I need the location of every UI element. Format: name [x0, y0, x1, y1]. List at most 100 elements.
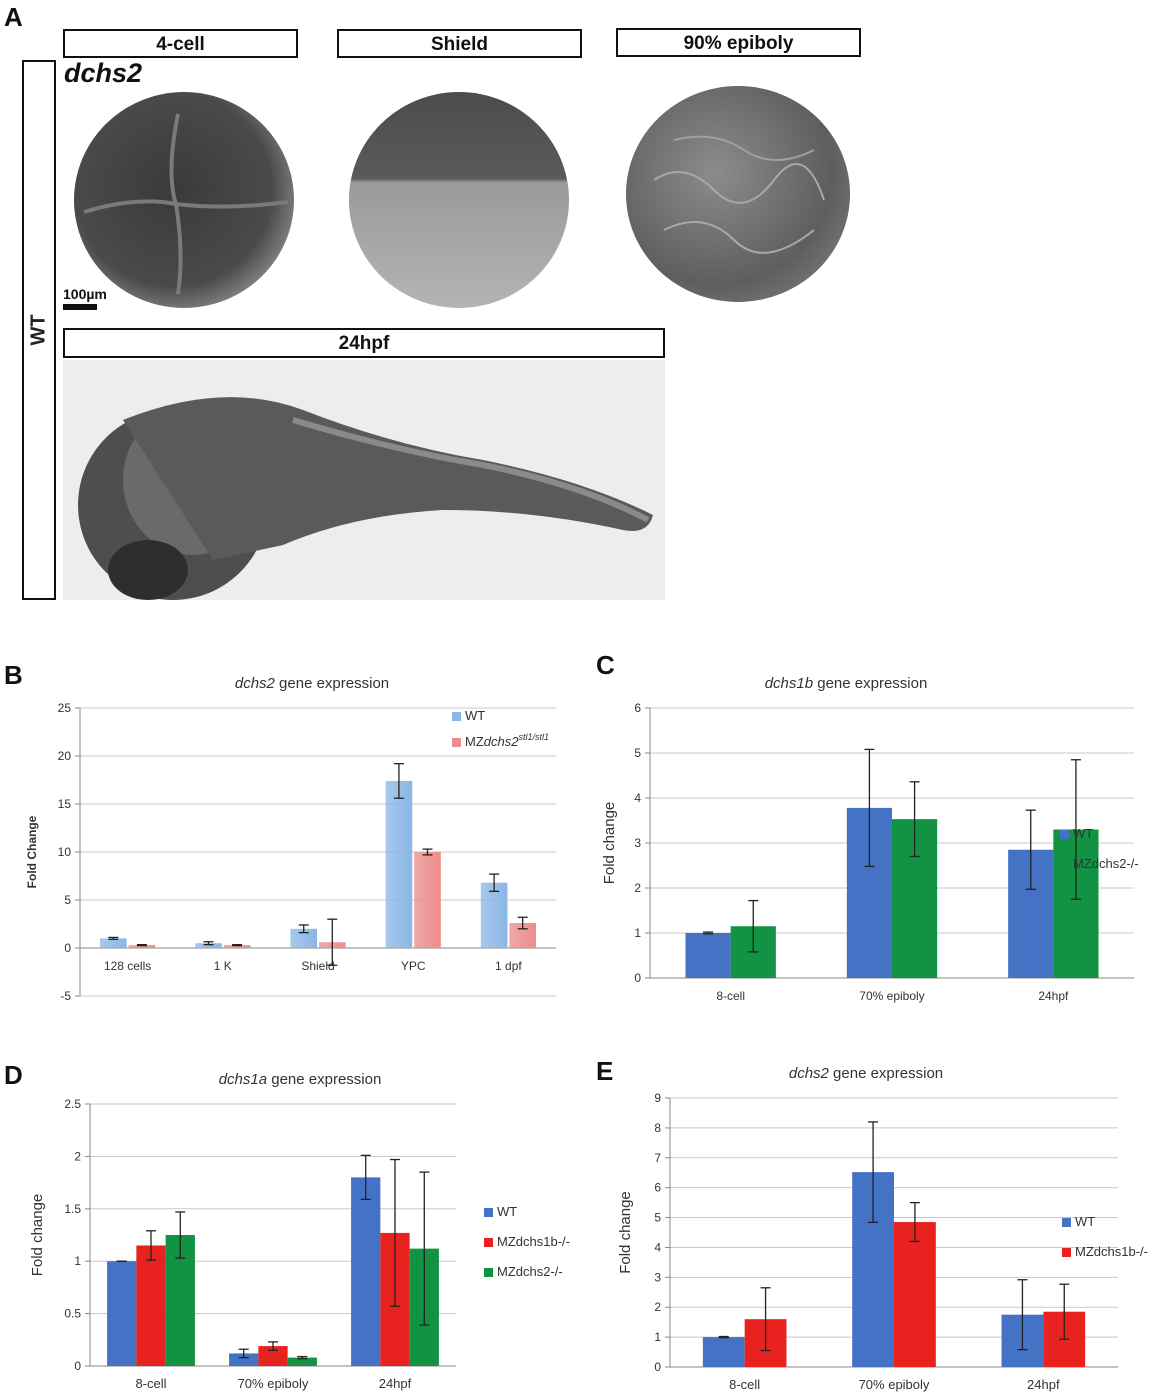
chart-c-dchs1b-expression: dchs1b gene expression 0 1 2 3 4 5 6 Fold change… [601, 675, 1139, 1003]
x-category-label: 24hpf [1038, 989, 1069, 1003]
legend-swatch [1062, 1218, 1071, 1227]
legend-label: WT [465, 708, 485, 723]
chart-d-title: dchs1a gene expression [219, 1071, 382, 1088]
stage-label-90-epiboly: 90% epiboly [616, 28, 861, 57]
y-tick-label: -5 [60, 989, 71, 1003]
panel-letter-e: E [596, 1056, 614, 1086]
x-category-label: 70% epiboly [859, 989, 924, 1003]
y-tick-label: 5 [634, 746, 641, 760]
scale-bar-label: 100µm [63, 286, 107, 302]
bar-mzdchs2- [287, 1357, 317, 1366]
panel-letter-d: D [4, 1060, 23, 1090]
y-tick-label: 1.5 [64, 1202, 81, 1216]
wt-side-label: WT [27, 314, 50, 346]
chart-title-rest: gene expression [813, 675, 927, 692]
y-axis-label: Fold change [29, 1194, 46, 1277]
chart-title-gene: dchs1a [219, 1071, 267, 1088]
panel-letter-c: C [596, 650, 615, 680]
embryo-24hpf-image [63, 360, 665, 600]
y-tick-label: 1 [654, 1330, 661, 1344]
stage-label-24hpf: 24hpf [63, 328, 665, 358]
x-category-label: 8-cell [716, 989, 745, 1003]
y-tick-label: 2 [74, 1149, 81, 1163]
x-category-label: 128 cells [104, 959, 151, 973]
y-tick-label: 0 [74, 1359, 81, 1373]
y-tick-label: 5 [654, 1211, 661, 1225]
chart-b-title: dchs2 gene expression [235, 675, 389, 692]
legend-label: MZdchs2-/- [1073, 856, 1139, 871]
legend-label: WT [497, 1204, 517, 1219]
x-category-label: 1 K [214, 959, 232, 973]
bar-mzdchs2 [223, 945, 251, 948]
y-tick-label: 0 [64, 941, 71, 955]
x-category-label: 1 dpf [495, 959, 522, 973]
embryo-4-cell-image [74, 92, 294, 308]
x-category-label: 70% epiboly [238, 1376, 309, 1391]
bar-wt [107, 1261, 137, 1366]
chart-title-gene: dchs1b [765, 675, 813, 692]
y-axis-label: Fold change [617, 1191, 634, 1274]
y-tick-label: 1 [634, 926, 641, 940]
chart-title-gene: dchs2 [789, 1065, 830, 1082]
gene-label-dchs2: dchs2 [64, 58, 143, 88]
y-tick-label: 0 [634, 971, 641, 985]
legend-label: WT [1075, 1214, 1095, 1229]
chart-title-rest: gene expression [275, 675, 389, 692]
y-tick-label: 2 [634, 881, 641, 895]
legend-swatch [484, 1268, 493, 1277]
legend-label: MZdchs1b-/- [1075, 1244, 1148, 1259]
y-tick-label: 7 [654, 1151, 661, 1165]
stage-label-shield: Shield [337, 29, 582, 58]
panel-letter-b: B [4, 660, 23, 690]
chart-c-title: dchs1b gene expression [765, 675, 928, 692]
legend-label: MZdchs2stl1/stl1 [465, 732, 549, 749]
chart-e-dchs2-expression: dchs2 gene expression 0 1 2 3 4 5 6 7 8 9 Fold chan… [617, 1065, 1148, 1392]
y-tick-label: 0.5 [64, 1307, 81, 1321]
y-tick-label: 6 [654, 1181, 661, 1195]
chart-title-rest: gene expression [267, 1071, 381, 1088]
bar-wt [99, 938, 127, 948]
bar-wt [351, 1177, 381, 1366]
y-tick-label: 2.5 [64, 1097, 81, 1111]
y-tick-label: 0 [654, 1360, 661, 1374]
x-category-label: YPC [401, 959, 426, 973]
legend-label-superscript: stl1/stl1 [518, 732, 549, 742]
chart-title-rest: gene expression [829, 1065, 943, 1082]
y-axis-label: Fold change [601, 802, 618, 885]
embryo-90-epiboly-image [626, 86, 850, 302]
bar-mzdchs2 [414, 852, 441, 948]
wt-side-label-box: WT [22, 60, 56, 600]
legend-swatch [452, 712, 461, 721]
y-tick-label: 15 [58, 797, 72, 811]
x-category-label: 8-cell [135, 1376, 166, 1391]
y-tick-label: 2 [654, 1300, 661, 1314]
y-tick-label: 5 [64, 893, 71, 907]
y-tick-label: 25 [58, 701, 72, 715]
x-category-label: 70% epiboly [859, 1377, 930, 1392]
bar-wt [385, 780, 413, 948]
legend-swatch [484, 1238, 493, 1247]
x-category-label: Shield [301, 959, 334, 973]
scale-bar [63, 304, 97, 310]
chart-e-title: dchs2 gene expression [789, 1065, 943, 1082]
bar-wt [702, 1337, 745, 1367]
y-tick-label: 4 [634, 791, 641, 805]
legend-label: MZdchs2-/- [497, 1264, 563, 1279]
embryo-shield-image [349, 92, 569, 308]
chart-b-dchs2-expression: dchs2 gene expression -5 0 5 10 15 20 25 Fold Ch… [25, 675, 556, 1003]
legend-swatch [1060, 830, 1069, 839]
x-category-label: 8-cell [729, 1377, 760, 1392]
y-axis-label: Fold Change [25, 815, 39, 888]
x-category-label: 24hpf [379, 1376, 412, 1391]
panel-letter-a: A [4, 2, 23, 32]
legend-swatch [452, 738, 461, 747]
bar-wt [480, 882, 508, 948]
y-tick-label: 3 [634, 836, 641, 850]
legend-swatch [1062, 1248, 1071, 1257]
y-tick-label: 20 [58, 749, 72, 763]
bar-wt [290, 928, 318, 948]
chart-title-gene: dchs2 [235, 675, 276, 692]
legend-swatch [484, 1208, 493, 1217]
bar-mzdchs2 [128, 945, 156, 948]
y-tick-label: 9 [654, 1091, 661, 1105]
